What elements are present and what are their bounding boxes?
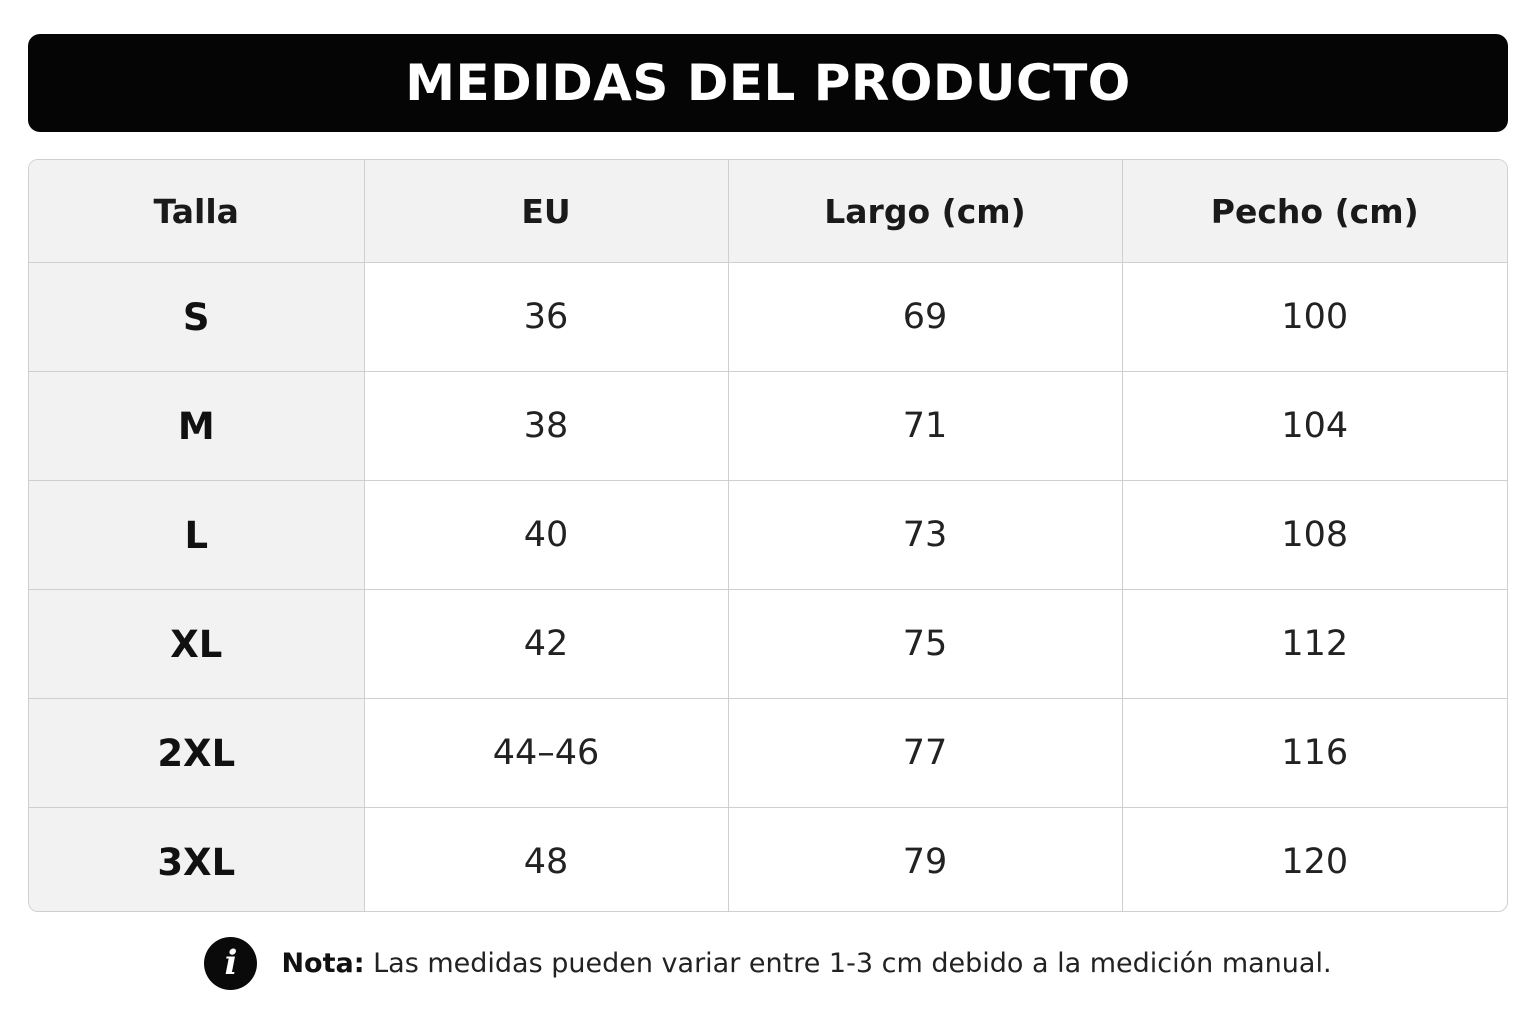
note-text: Nota: Las medidas pueden variar entre 1-…	[281, 948, 1331, 979]
largo-cell: 79	[727, 807, 1123, 911]
pecho-cell: 112	[1121, 589, 1507, 699]
column-header-pecho: Pecho (cm)	[1121, 160, 1507, 263]
info-icon: i	[204, 936, 258, 990]
eu-cell: 36	[363, 262, 729, 372]
size-cell: 2XL	[29, 698, 365, 808]
column-header-eu: EU	[363, 160, 729, 263]
size-cell: 3XL	[29, 807, 365, 911]
pecho-cell: 100	[1121, 262, 1507, 372]
pecho-cell: 120	[1121, 807, 1507, 911]
largo-cell: 71	[727, 371, 1123, 481]
note-body: Las medidas pueden variar entre 1-3 cm d…	[373, 947, 1332, 979]
eu-cell: 40	[363, 480, 729, 590]
table-row: 3XL 48 79 120	[29, 807, 1507, 911]
pecho-cell: 116	[1121, 698, 1507, 808]
column-header-talla: Talla	[29, 160, 365, 263]
eu-cell: 38	[363, 371, 729, 481]
title-banner: MEDIDAS DEL PRODUCTO	[28, 34, 1508, 132]
size-cell: S	[29, 262, 365, 372]
measurement-note: i Nota: Las medidas pueden variar entre …	[0, 936, 1536, 990]
page-title: MEDIDAS DEL PRODUCTO	[405, 54, 1131, 112]
largo-cell: 75	[727, 589, 1123, 699]
eu-cell: 48	[363, 807, 729, 911]
note-label: Nota:	[281, 947, 365, 979]
eu-cell: 42	[363, 589, 729, 699]
size-table: Talla EU Largo (cm) Pecho (cm) S 36 69 1…	[29, 160, 1507, 911]
pecho-cell: 108	[1121, 480, 1507, 590]
size-table-container: Talla EU Largo (cm) Pecho (cm) S 36 69 1…	[28, 159, 1508, 912]
table-row: L 40 73 108	[29, 480, 1507, 590]
eu-cell: 44–46	[363, 698, 729, 808]
pecho-cell: 104	[1121, 371, 1507, 481]
table-row: S 36 69 100	[29, 262, 1507, 372]
table-header-row: Talla EU Largo (cm) Pecho (cm)	[29, 160, 1507, 263]
size-cell: XL	[29, 589, 365, 699]
table-row: 2XL 44–46 77 116	[29, 698, 1507, 808]
table-row: XL 42 75 112	[29, 589, 1507, 699]
largo-cell: 77	[727, 698, 1123, 808]
largo-cell: 73	[727, 480, 1123, 590]
table-row: M 38 71 104	[29, 371, 1507, 481]
size-cell: L	[29, 480, 365, 590]
size-cell: M	[29, 371, 365, 481]
largo-cell: 69	[727, 262, 1123, 372]
column-header-largo: Largo (cm)	[727, 160, 1123, 263]
